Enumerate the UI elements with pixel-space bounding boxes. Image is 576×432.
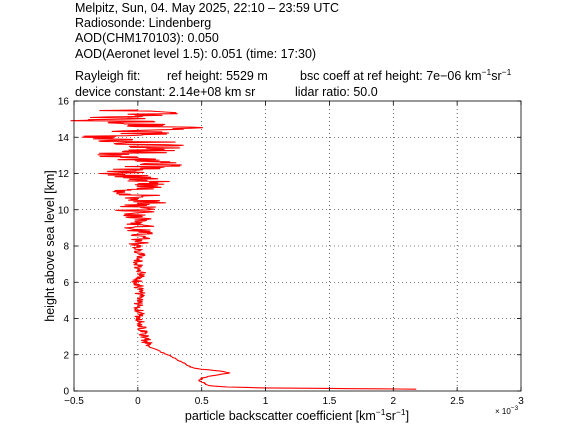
x-tick-label: 1.5 [322, 396, 336, 407]
x-tick-label: 0.5 [195, 396, 209, 407]
y-tick-label: 0 [63, 387, 69, 398]
header-device-constant: device constant: 2.14e+08 km sr [75, 85, 255, 99]
x-tick-label: 3 [518, 396, 524, 407]
y-axis-label: height above sea level [km] [43, 170, 57, 321]
y-tick-label: 4 [63, 314, 69, 325]
backscatter-profile-line [70, 109, 417, 390]
header-aod-chm: AOD(CHM170103): 0.050 [75, 31, 219, 45]
y-tick-label: 8 [63, 242, 69, 253]
header-ref-height: ref height: 5529 m [167, 69, 268, 83]
y-tick-label: 2 [63, 350, 69, 361]
x-tick-label: 0 [135, 396, 141, 407]
header-bsc-coeff: bsc coeff at ref height: 7e−06 km−1sr−1 [300, 67, 512, 83]
x-axis-multiplier: × 10−3 [495, 405, 519, 416]
header-location-date: Melpitz, Sun, 04. May 2025, 22:10 – 23:5… [75, 1, 339, 15]
x-axis-label: particle backscatter coefficient [km−1sr… [185, 407, 409, 423]
header-lidar-ratio: lidar ratio: 50.0 [295, 85, 378, 99]
header-radiosonde: Radiosonde: Lindenberg [75, 16, 211, 30]
y-tick-label: 6 [63, 278, 69, 289]
grid [74, 101, 521, 391]
y-tick-label: 10 [58, 205, 70, 216]
x-tick-label: −0.5 [64, 396, 84, 407]
x-tick-label: 2 [391, 396, 397, 407]
x-tick-label: 1 [263, 396, 269, 407]
axis-ticks [73, 100, 522, 392]
y-tick-label: 16 [58, 97, 70, 108]
x-tick-label: 2.5 [450, 396, 464, 407]
y-tick-label: 14 [58, 133, 70, 144]
data-series [70, 109, 417, 390]
y-tick-label: 12 [58, 169, 70, 180]
header-rayleigh-label: Rayleigh fit: [75, 69, 140, 83]
header-aod-aeronet: AOD(Aeronet level 1.5): 0.051 (time: 17:… [75, 47, 316, 61]
